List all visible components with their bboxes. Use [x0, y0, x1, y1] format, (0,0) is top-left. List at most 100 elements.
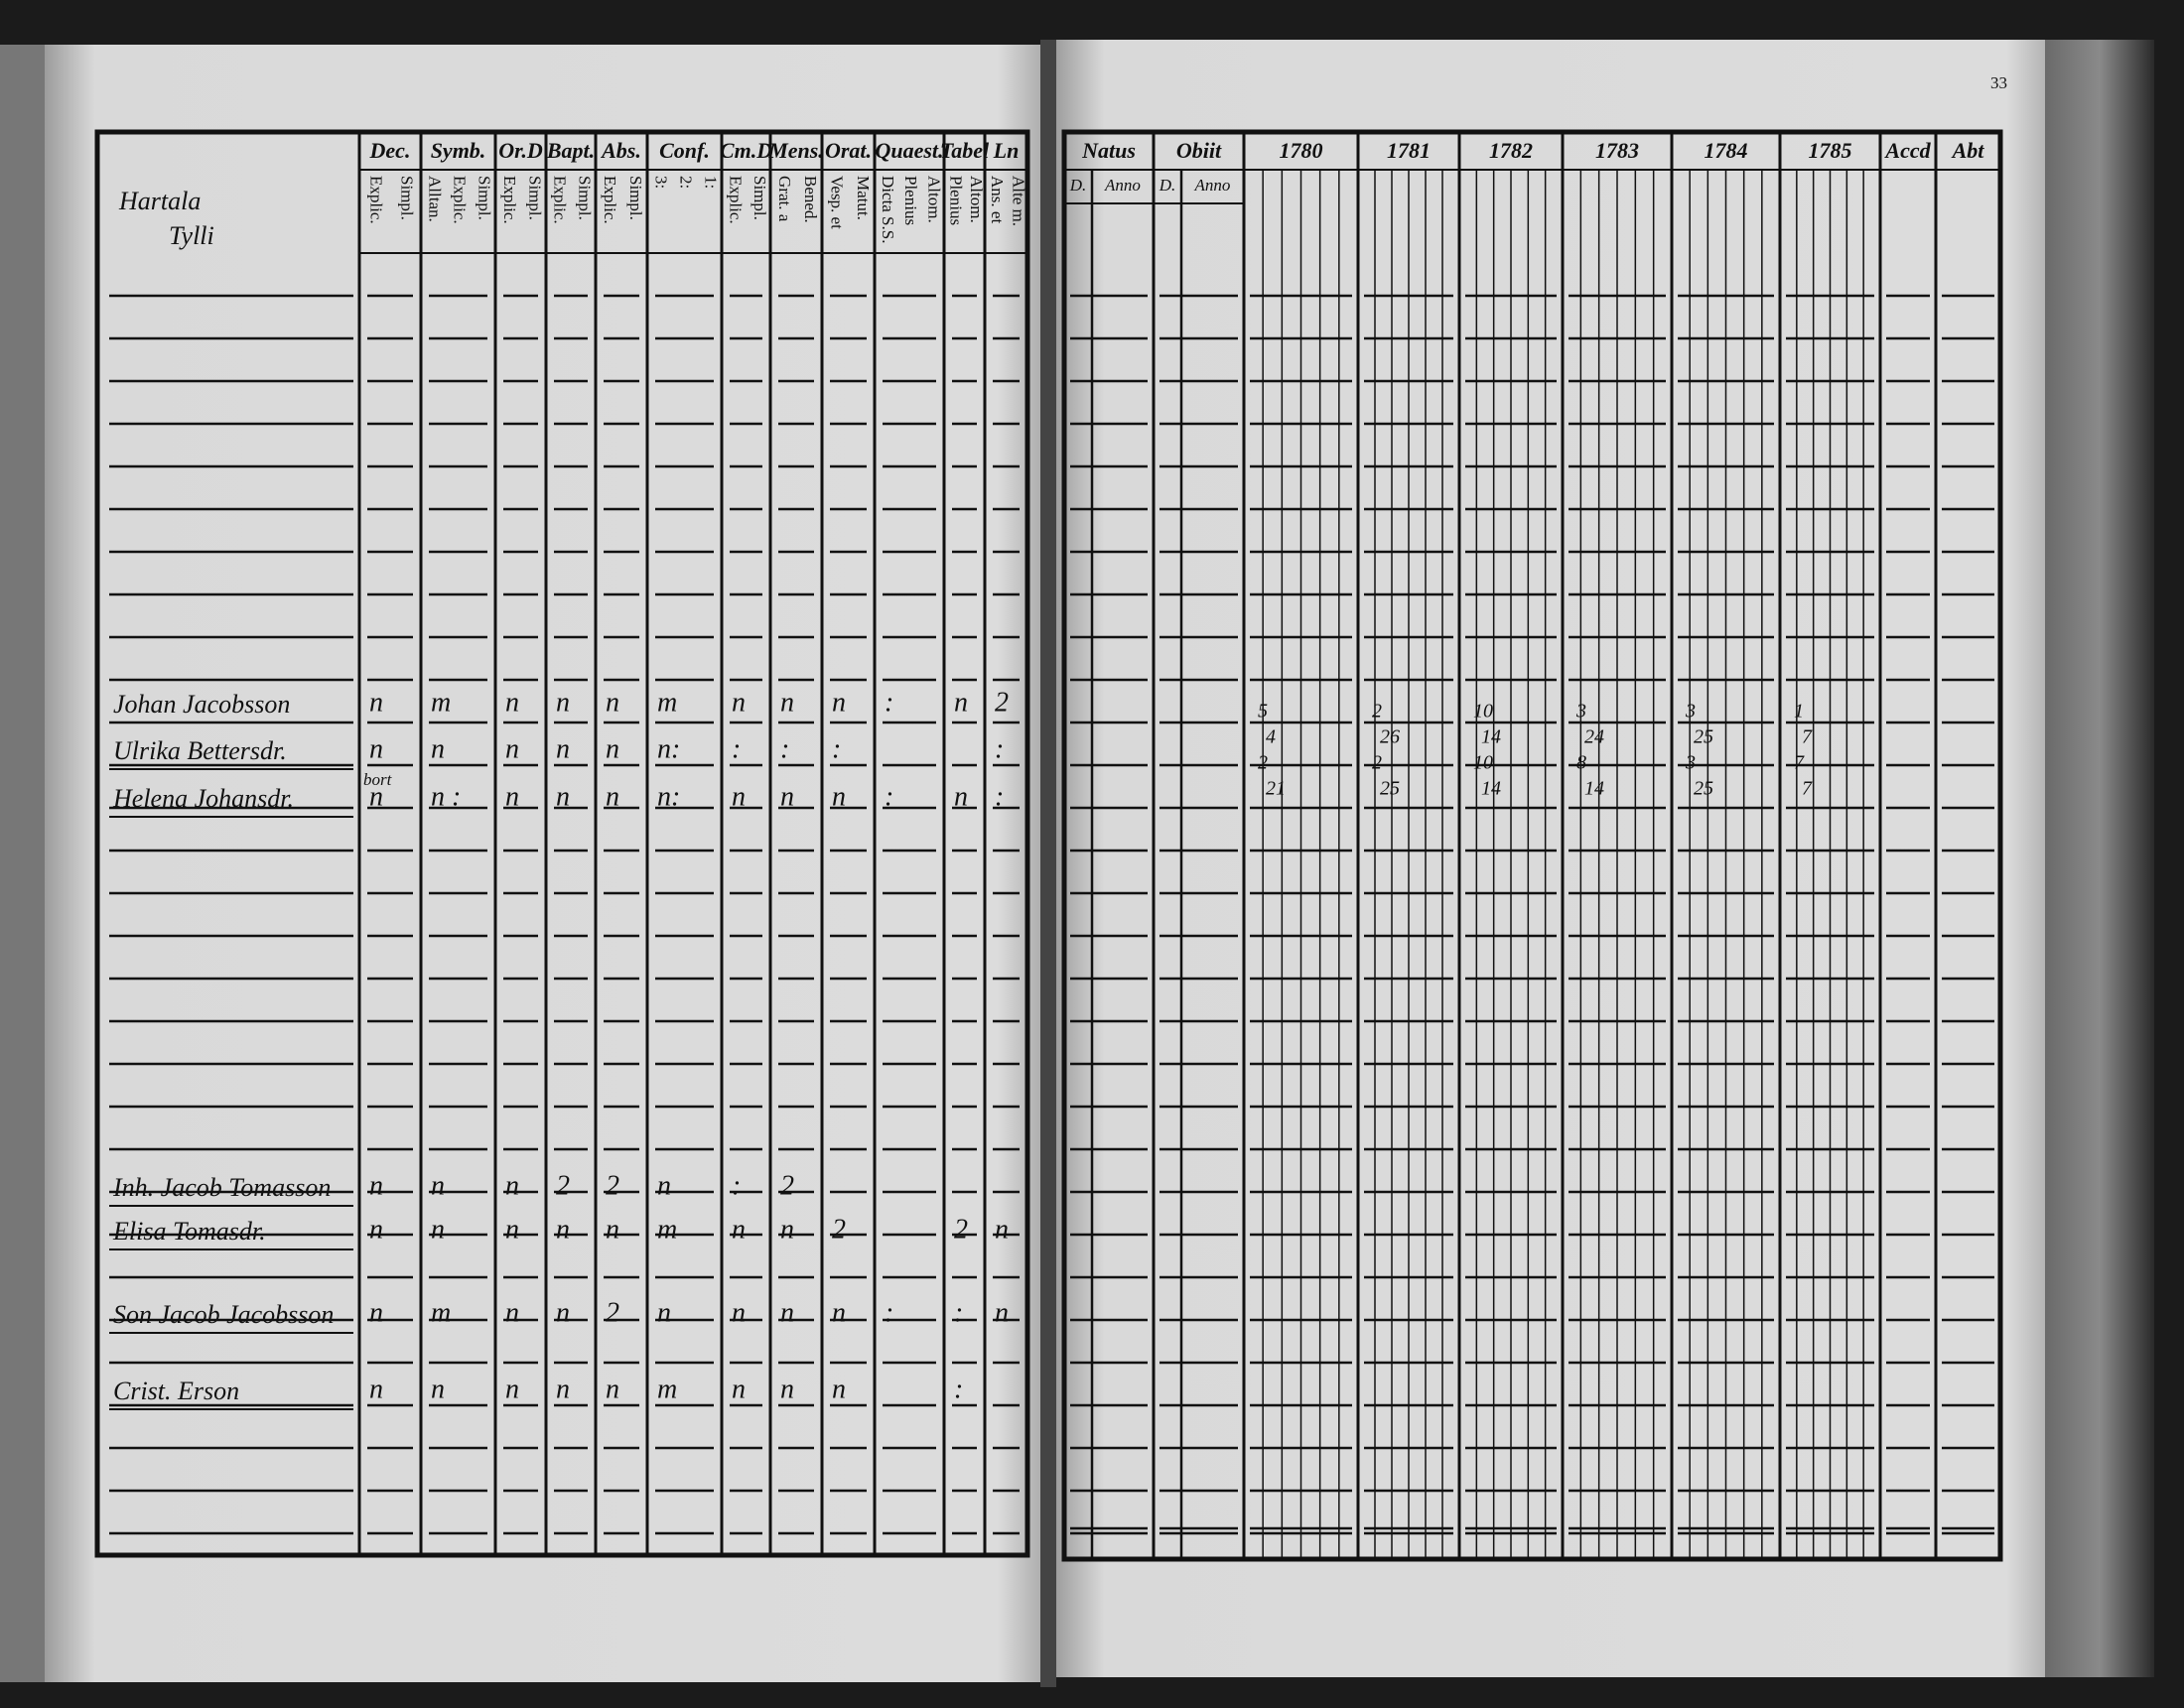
column-subheader: Dicta S.S.	[879, 176, 897, 243]
column-header: Cm.D	[720, 138, 772, 163]
entry-mark: n	[505, 733, 519, 764]
year-entry: 14	[1584, 778, 1604, 800]
column-header: 1785	[1809, 138, 1852, 163]
entry-mark: n	[431, 1170, 445, 1201]
column-subheader: Explic.	[367, 176, 386, 224]
entry-mark: n	[505, 1374, 519, 1404]
entry-mark: n	[657, 1170, 671, 1201]
text-layer: Hartala Tylli Dec. Explic. Simpl. Symb. Alltan…	[112, 73, 2007, 1405]
page-title: Hartala	[118, 187, 201, 215]
entry-mark: :	[885, 687, 893, 718]
page-subtitle: Tylli	[169, 221, 214, 250]
entry-mark: n	[369, 687, 383, 718]
person-name: Son Jacob Jacobsson	[113, 1300, 334, 1329]
entry-mark: :	[954, 1297, 963, 1328]
column-subheader: D.	[1159, 176, 1176, 195]
right-table-border	[1061, 129, 2003, 1562]
column-header: Orat.	[825, 138, 872, 163]
column-subheader: Alltan.	[426, 176, 445, 222]
column-subheader: Matut.	[854, 176, 873, 220]
entry-mark: n	[505, 1170, 519, 1201]
entry-mark: n	[832, 1297, 846, 1328]
entry-mark: 2	[780, 1170, 794, 1201]
entry-mark: n :	[431, 781, 461, 812]
entry-mark: n	[832, 687, 846, 718]
entry-mark: 2	[995, 687, 1009, 718]
entry-mark: n:	[657, 733, 680, 764]
entry-mark: n	[780, 1297, 794, 1328]
column-header: Mens.	[767, 138, 824, 163]
entry-mark: n	[995, 1297, 1009, 1328]
entry-mark: :	[995, 733, 1004, 764]
entry-mark: n	[732, 781, 746, 812]
column-subheader: Simpl.	[751, 176, 769, 220]
year-entry: 8	[1576, 752, 1586, 774]
entry-mark: n	[505, 781, 519, 812]
year-entry: 1	[1794, 701, 1804, 723]
entry-mark: n	[556, 733, 570, 764]
entry-mark: n	[954, 781, 968, 812]
entry-mark: m	[657, 687, 677, 718]
entry-mark: n	[369, 1170, 383, 1201]
column-subheader: Explic.	[551, 176, 570, 224]
entry-mark: n	[431, 733, 445, 764]
entry-mark: :	[885, 1297, 893, 1328]
year-entry: 25	[1694, 778, 1713, 800]
entry-mark: n	[606, 1374, 619, 1404]
column-subheader: Anno	[1194, 176, 1231, 195]
gutter	[1040, 40, 1056, 1687]
entry-mark: n	[369, 781, 383, 812]
column-header: Dec.	[369, 138, 411, 163]
column-header: Obiit	[1176, 138, 1222, 163]
person-name: Helena Johansdr.	[112, 784, 294, 813]
entry-mark: n	[556, 1214, 570, 1245]
year-entry: 25	[1694, 726, 1713, 748]
year-entry: 2	[1372, 752, 1382, 774]
column-subheader: Alte m.	[1009, 176, 1027, 226]
column-subheader: Simpl.	[576, 176, 595, 220]
column-header: Abs.	[600, 138, 641, 163]
entry-mark: n	[369, 1214, 383, 1245]
entry-mark: 2	[832, 1214, 846, 1245]
column-header: Or.D	[498, 138, 543, 163]
entry-mark: :	[732, 1170, 741, 1201]
entry-mark: :	[780, 733, 789, 764]
year-entry: 14	[1481, 726, 1501, 748]
entry-mark: n	[995, 1214, 1009, 1245]
book-edge	[2045, 40, 2154, 1677]
entry-mark: n	[780, 687, 794, 718]
entry-mark: 2	[954, 1214, 968, 1245]
entry-mark: n	[732, 1214, 746, 1245]
page-number: 33	[1990, 73, 2007, 92]
entry-mark: n	[832, 781, 846, 812]
column-subheader: Explic.	[451, 176, 470, 224]
column-header: Accd	[1883, 138, 1931, 163]
year-entry: 26	[1380, 726, 1400, 748]
column-header: 1781	[1387, 138, 1431, 163]
column-subheader: 2:	[677, 176, 696, 189]
column-subheader: 3:	[652, 176, 671, 189]
column-subheader: Plenius	[901, 176, 920, 225]
year-entry: 7	[1802, 726, 1813, 748]
person-name: Ulrika Bettersdr.	[113, 736, 287, 765]
entry-mark: n	[606, 781, 619, 812]
entry-mark: n	[556, 1374, 570, 1404]
year-entry: 10	[1473, 701, 1493, 723]
entry-mark: n	[606, 687, 619, 718]
entry-mark: n	[556, 781, 570, 812]
year-entry: 10	[1473, 752, 1493, 774]
left-table-border	[94, 129, 1030, 1558]
column-header: 1783	[1595, 138, 1639, 163]
right-page	[1054, 40, 2057, 1677]
column-header: Ln	[993, 138, 1020, 163]
year-entry: 2	[1258, 752, 1268, 774]
column-subheader: Explic.	[500, 176, 519, 224]
entry-mark: :	[954, 1374, 963, 1404]
entry-mark: :	[995, 781, 1004, 812]
column-header: Quaest.	[875, 138, 943, 163]
column-subheader: Explic.	[601, 176, 619, 224]
annotation: bort	[363, 770, 393, 789]
column-subheader: Bened.	[801, 176, 820, 223]
person-name: Johan Jacobsson	[113, 690, 290, 719]
entry-mark: n	[954, 687, 968, 718]
